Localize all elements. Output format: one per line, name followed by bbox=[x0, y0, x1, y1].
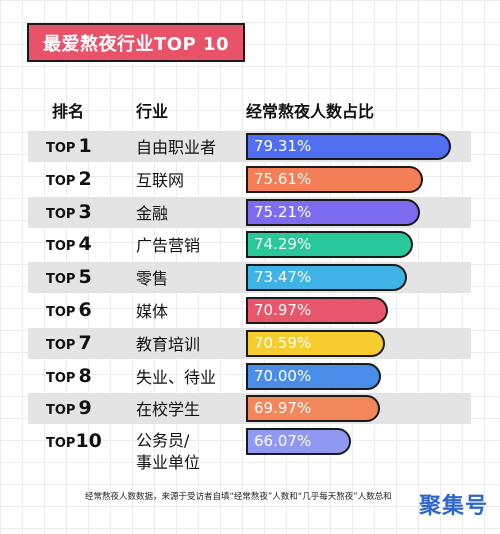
rank-number: 5 bbox=[78, 266, 92, 289]
bar bbox=[246, 428, 351, 456]
bar bbox=[246, 395, 381, 423]
industry-label: 金融 bbox=[136, 203, 169, 223]
chart-title: 最爱熬夜行业TOP 10 bbox=[27, 23, 245, 62]
header-rank: 排名 bbox=[52, 102, 85, 121]
rank-number: 8 bbox=[78, 364, 92, 387]
industry-label: 公务员/事业单位 bbox=[136, 431, 201, 473]
bar bbox=[246, 231, 414, 259]
rank-prefix: TOP bbox=[46, 436, 76, 452]
rank-number: 4 bbox=[78, 233, 92, 256]
rank-number: 3 bbox=[78, 200, 92, 223]
rank-number: 7 bbox=[78, 331, 92, 354]
header-ratio: 经常熬夜人数占比 bbox=[246, 102, 375, 121]
data-label: 70.97% bbox=[254, 301, 312, 319]
bar bbox=[246, 198, 421, 226]
industry-label: 媒体 bbox=[136, 302, 169, 321]
footnote: 经常熬夜人数数据，来源于受访者自填“经常熬夜”人数和“几乎每天熬夜”人数总和 bbox=[85, 492, 392, 502]
industry-label: 失业、待业 bbox=[136, 367, 217, 387]
industry-label: 广告营销 bbox=[136, 236, 201, 256]
industry-label: 在校学生 bbox=[136, 400, 201, 420]
rank-prefix: TOP bbox=[46, 239, 76, 255]
rank-number: 1 bbox=[78, 135, 92, 157]
rank-prefix: TOP bbox=[46, 305, 76, 320]
rank-label: TOP 3 bbox=[46, 201, 92, 223]
rank-prefix: TOP bbox=[46, 141, 76, 156]
bar bbox=[246, 362, 381, 390]
bar bbox=[246, 165, 424, 193]
rank-prefix: TOP bbox=[46, 173, 76, 189]
header-industry: 行业 bbox=[136, 102, 169, 121]
rank-prefix: TOP bbox=[46, 370, 76, 386]
rank-prefix: TOP bbox=[46, 337, 76, 353]
data-label: 74.29% bbox=[254, 235, 312, 254]
data-label: 66.07% bbox=[254, 432, 312, 451]
rank-label: TOP 7 bbox=[46, 332, 92, 354]
bar bbox=[246, 133, 451, 160]
rank-number: 6 bbox=[78, 299, 92, 321]
rank-prefix: TOP bbox=[46, 403, 76, 419]
data-label: 75.21% bbox=[254, 202, 312, 221]
bar bbox=[246, 297, 388, 324]
industry-label: 教育培训 bbox=[136, 334, 201, 354]
watermark: 聚集号 bbox=[419, 494, 489, 519]
rank-label: TOP 9 bbox=[46, 397, 92, 419]
data-label: 70.59% bbox=[254, 333, 312, 352]
rank-prefix: TOP bbox=[46, 206, 76, 222]
data-label: 75.61% bbox=[254, 169, 312, 188]
rank-label: TOP 8 bbox=[46, 365, 92, 387]
bar bbox=[246, 264, 407, 292]
rank-label: TOP 4 bbox=[46, 233, 92, 255]
rank-prefix: TOP bbox=[46, 272, 76, 288]
bar bbox=[246, 329, 386, 357]
industry-label: 零售 bbox=[136, 269, 169, 289]
rank-label: TOP 5 bbox=[46, 266, 92, 288]
data-label: 69.97% bbox=[254, 399, 312, 418]
rank-label: TOP 2 bbox=[46, 168, 92, 190]
industry-label: 自由职业者 bbox=[136, 138, 217, 157]
data-label: 79.31% bbox=[254, 137, 312, 155]
data-label: 70.00% bbox=[254, 366, 312, 385]
data-label: 73.47% bbox=[254, 268, 312, 287]
industry-label: 互联网 bbox=[136, 170, 185, 190]
rank-number: 10 bbox=[75, 430, 102, 453]
rank-label: TOP 6 bbox=[46, 299, 92, 321]
rank-label: TOP 1 bbox=[46, 135, 92, 157]
rank-number: 2 bbox=[78, 167, 92, 190]
rank-label: TOP10 bbox=[46, 430, 102, 452]
rank-number: 9 bbox=[78, 397, 92, 420]
